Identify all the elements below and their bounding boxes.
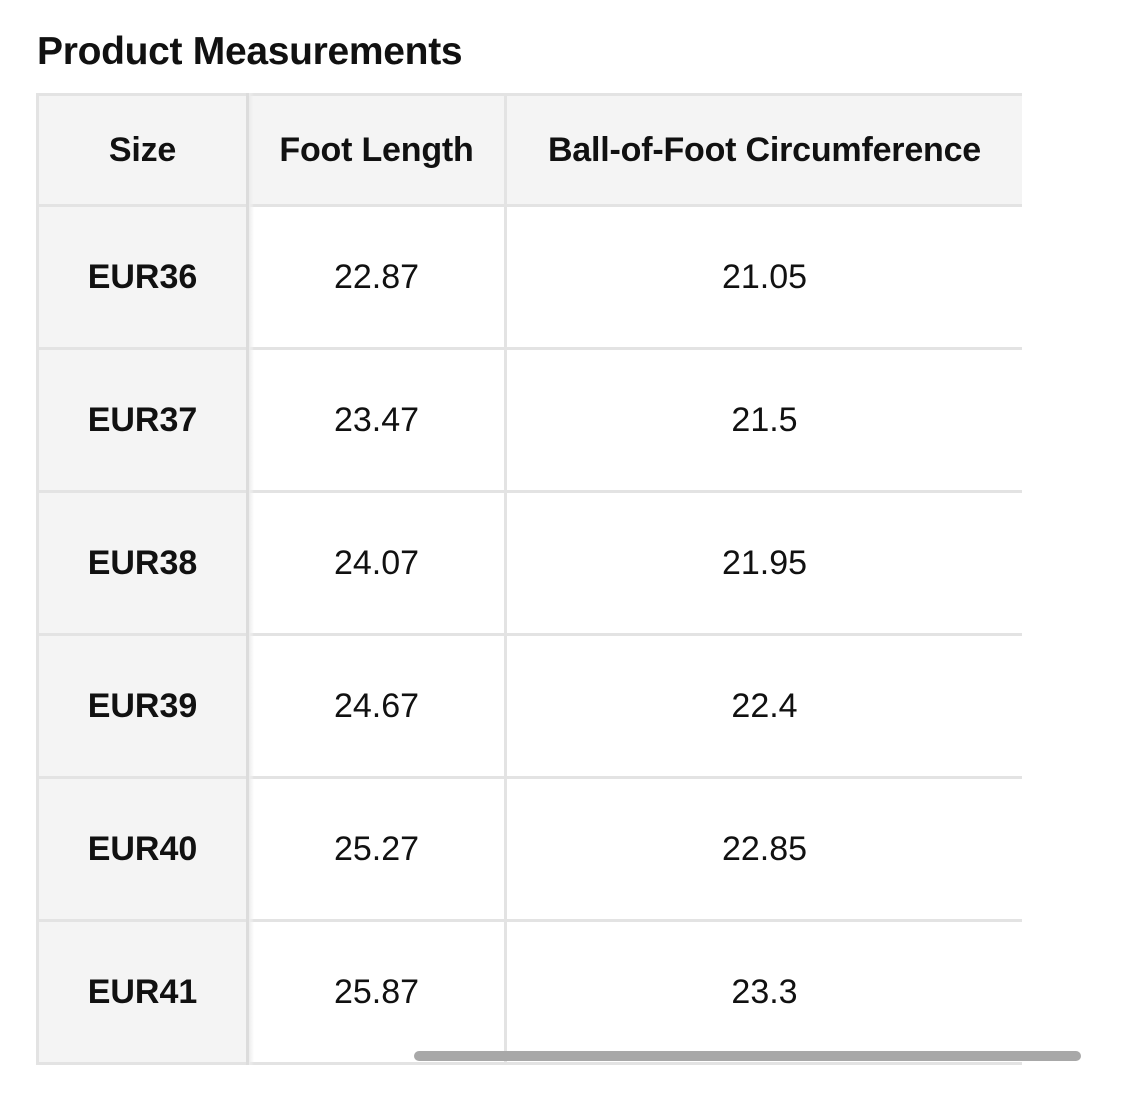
size-cell: EUR40 (36, 776, 256, 924)
size-cell: EUR39 (36, 633, 256, 781)
table-row: EUR39 24.67 22.4 (36, 633, 1022, 781)
page-title: Product Measurements (37, 30, 463, 73)
column-header-foot-length: Foot Length (246, 93, 507, 207)
column-header-size: Size (36, 93, 256, 209)
table-row: EUR37 23.47 21.5 (36, 347, 1022, 495)
size-cell: EUR37 (36, 347, 256, 495)
foot-length-cell: 24.67 (246, 633, 507, 779)
table-row: EUR40 25.27 22.85 (36, 776, 1022, 924)
table-row: EUR36 22.87 21.05 (36, 204, 1022, 352)
foot-length-cell: 23.47 (246, 347, 507, 493)
foot-length-cell: 25.27 (246, 776, 507, 922)
foot-length-cell: 24.07 (246, 490, 507, 636)
foot-length-cell: 25.87 (246, 919, 507, 1065)
ball-circumference-cell: 21.5 (504, 347, 1022, 493)
size-cell: EUR36 (36, 204, 256, 352)
table-row: EUR41 25.87 23.3 (36, 919, 1022, 1067)
table-row: EUR38 24.07 21.95 (36, 490, 1022, 638)
ball-circumference-cell: 21.05 (504, 204, 1022, 350)
ball-circumference-cell: 23.3 (504, 919, 1022, 1065)
ball-circumference-cell: 22.4 (504, 633, 1022, 779)
measurements-table: Size Foot Length Ball-of-Foot Circumfere… (36, 93, 1022, 1067)
column-header-ball-circumference: Ball-of-Foot Circumference (504, 93, 1022, 207)
ball-circumference-cell: 22.85 (504, 776, 1022, 922)
table-header-row: Size Foot Length Ball-of-Foot Circumfere… (36, 93, 1022, 209)
measurements-table-container[interactable]: Size Foot Length Ball-of-Foot Circumfere… (36, 93, 1022, 1070)
size-cell: EUR41 (36, 919, 256, 1067)
size-cell: EUR38 (36, 490, 256, 638)
horizontal-scrollbar[interactable] (414, 1051, 1081, 1061)
ball-circumference-cell: 21.95 (504, 490, 1022, 636)
foot-length-cell: 22.87 (246, 204, 507, 350)
